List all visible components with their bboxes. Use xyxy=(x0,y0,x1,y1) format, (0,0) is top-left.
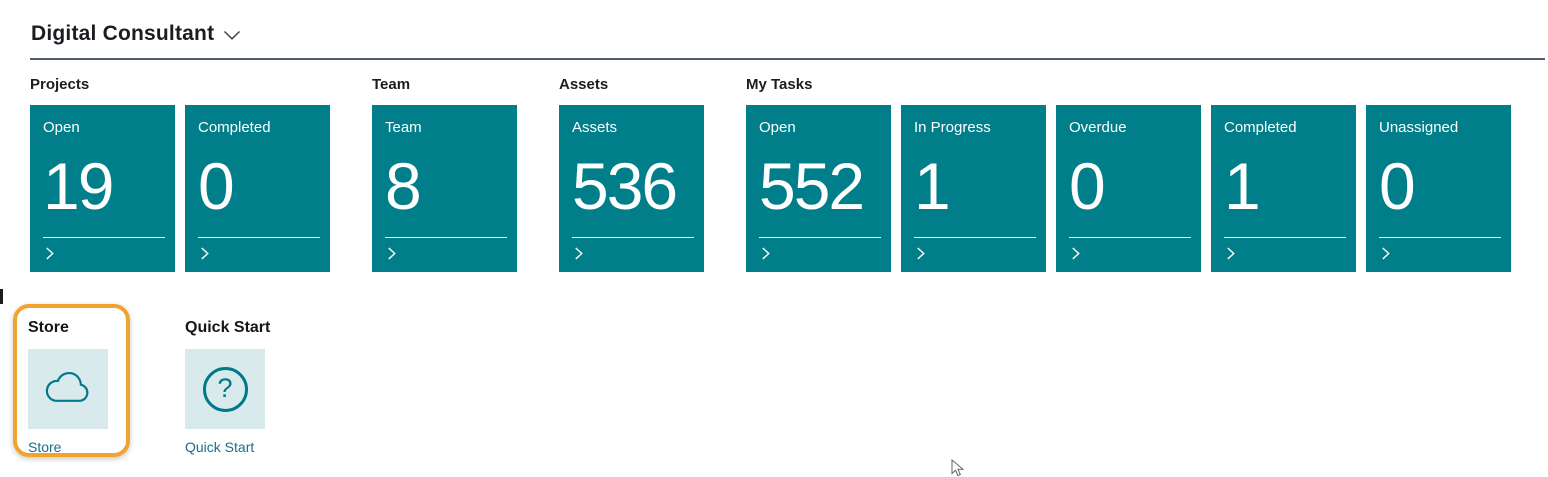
tile-divider xyxy=(759,237,881,238)
tile-value: 0 xyxy=(1069,149,1106,223)
chevron-right-icon xyxy=(572,247,585,260)
cue-tile-assets[interactable]: Assets 536 xyxy=(559,105,704,272)
cue-tile-projects-open[interactable]: Open 19 xyxy=(30,105,175,272)
tile-value: 536 xyxy=(572,149,678,223)
chevron-right-icon xyxy=(914,247,927,260)
tile-divider xyxy=(1069,237,1191,238)
quick-start-link[interactable]: Quick Start xyxy=(185,439,255,455)
tile-value: 19 xyxy=(43,149,114,223)
cue-groups-row: Projects Open 19 Completed 0 xyxy=(0,76,1548,272)
store-link[interactable]: Store xyxy=(28,439,62,455)
cue-tile-mytasks-overdue[interactable]: Overdue 0 xyxy=(1056,105,1201,272)
tile-value: 1 xyxy=(1224,149,1261,223)
tile-value: 0 xyxy=(1379,149,1416,223)
tile-divider xyxy=(385,237,507,238)
tile-value: 1 xyxy=(914,149,951,223)
tile-label: Completed xyxy=(198,119,271,136)
group-caption-projects: Projects xyxy=(30,76,90,93)
tile-divider xyxy=(198,237,320,238)
quick-start-caption: Quick Start xyxy=(185,319,271,336)
cue-tile-projects-completed[interactable]: Completed 0 xyxy=(185,105,330,272)
tile-label: In Progress xyxy=(914,119,991,136)
chevron-right-icon xyxy=(759,247,772,260)
action-group-store: Store Store xyxy=(13,304,130,457)
header-divider xyxy=(30,58,1545,60)
mouse-cursor-icon xyxy=(951,458,965,477)
tile-divider xyxy=(43,237,165,238)
question-circle-icon: ? xyxy=(202,366,248,412)
cue-tile-team[interactable]: Team 8 xyxy=(372,105,517,272)
group-caption-assets: Assets xyxy=(559,76,609,93)
chevron-right-icon xyxy=(1379,247,1392,260)
cue-tile-mytasks-unassigned[interactable]: Unassigned 0 xyxy=(1366,105,1511,272)
store-caption: Store xyxy=(28,319,69,336)
store-tile[interactable] xyxy=(28,349,108,429)
tile-value: 8 xyxy=(385,149,422,223)
chevron-right-icon xyxy=(1224,247,1237,260)
group-caption-team: Team xyxy=(372,76,411,93)
cue-group-assets: Assets Assets 536 xyxy=(559,76,704,272)
tile-value: 0 xyxy=(198,149,235,223)
cue-group-my-tasks: My Tasks Open 552 In Progress 1 xyxy=(746,76,1511,272)
group-caption-my-tasks: My Tasks xyxy=(746,76,813,93)
action-group-quick-start: Quick Start ? Quick Start xyxy=(185,319,271,457)
tile-label: Overdue xyxy=(1069,119,1127,136)
cue-tile-mytasks-open[interactable]: Open 552 xyxy=(746,105,891,272)
tile-label: Completed xyxy=(1224,119,1297,136)
chevron-right-icon xyxy=(1069,247,1082,260)
chevron-right-icon xyxy=(385,247,398,260)
tile-divider xyxy=(1379,237,1501,238)
actions-row: Store Store Quick Start ? Quick Start xyxy=(0,304,1548,457)
tile-label: Team xyxy=(385,119,422,136)
cloud-icon xyxy=(42,369,94,410)
cue-group-projects: Projects Open 19 Completed 0 xyxy=(30,76,330,272)
chevron-right-icon xyxy=(198,247,211,260)
tile-divider xyxy=(572,237,694,238)
tile-divider xyxy=(1224,237,1346,238)
page-title: Digital Consultant xyxy=(31,22,215,45)
cue-group-team: Team Team 8 xyxy=(372,76,517,272)
quick-start-tile[interactable]: ? xyxy=(185,349,265,429)
cue-tile-mytasks-in-progress[interactable]: In Progress 1 xyxy=(901,105,1046,272)
chevron-right-icon xyxy=(43,247,56,260)
tile-label: Open xyxy=(759,119,796,136)
tile-label: Unassigned xyxy=(1379,119,1459,136)
tile-value: 552 xyxy=(759,149,865,223)
tile-label: Assets xyxy=(572,119,618,136)
tile-divider xyxy=(914,237,1036,238)
cue-tile-mytasks-completed[interactable]: Completed 1 xyxy=(1211,105,1356,272)
role-center-header: Digital Consultant xyxy=(0,0,1548,45)
clipped-edge-artifact xyxy=(0,289,3,304)
chevron-down-icon[interactable] xyxy=(223,30,241,41)
tile-label: Open xyxy=(43,119,80,136)
